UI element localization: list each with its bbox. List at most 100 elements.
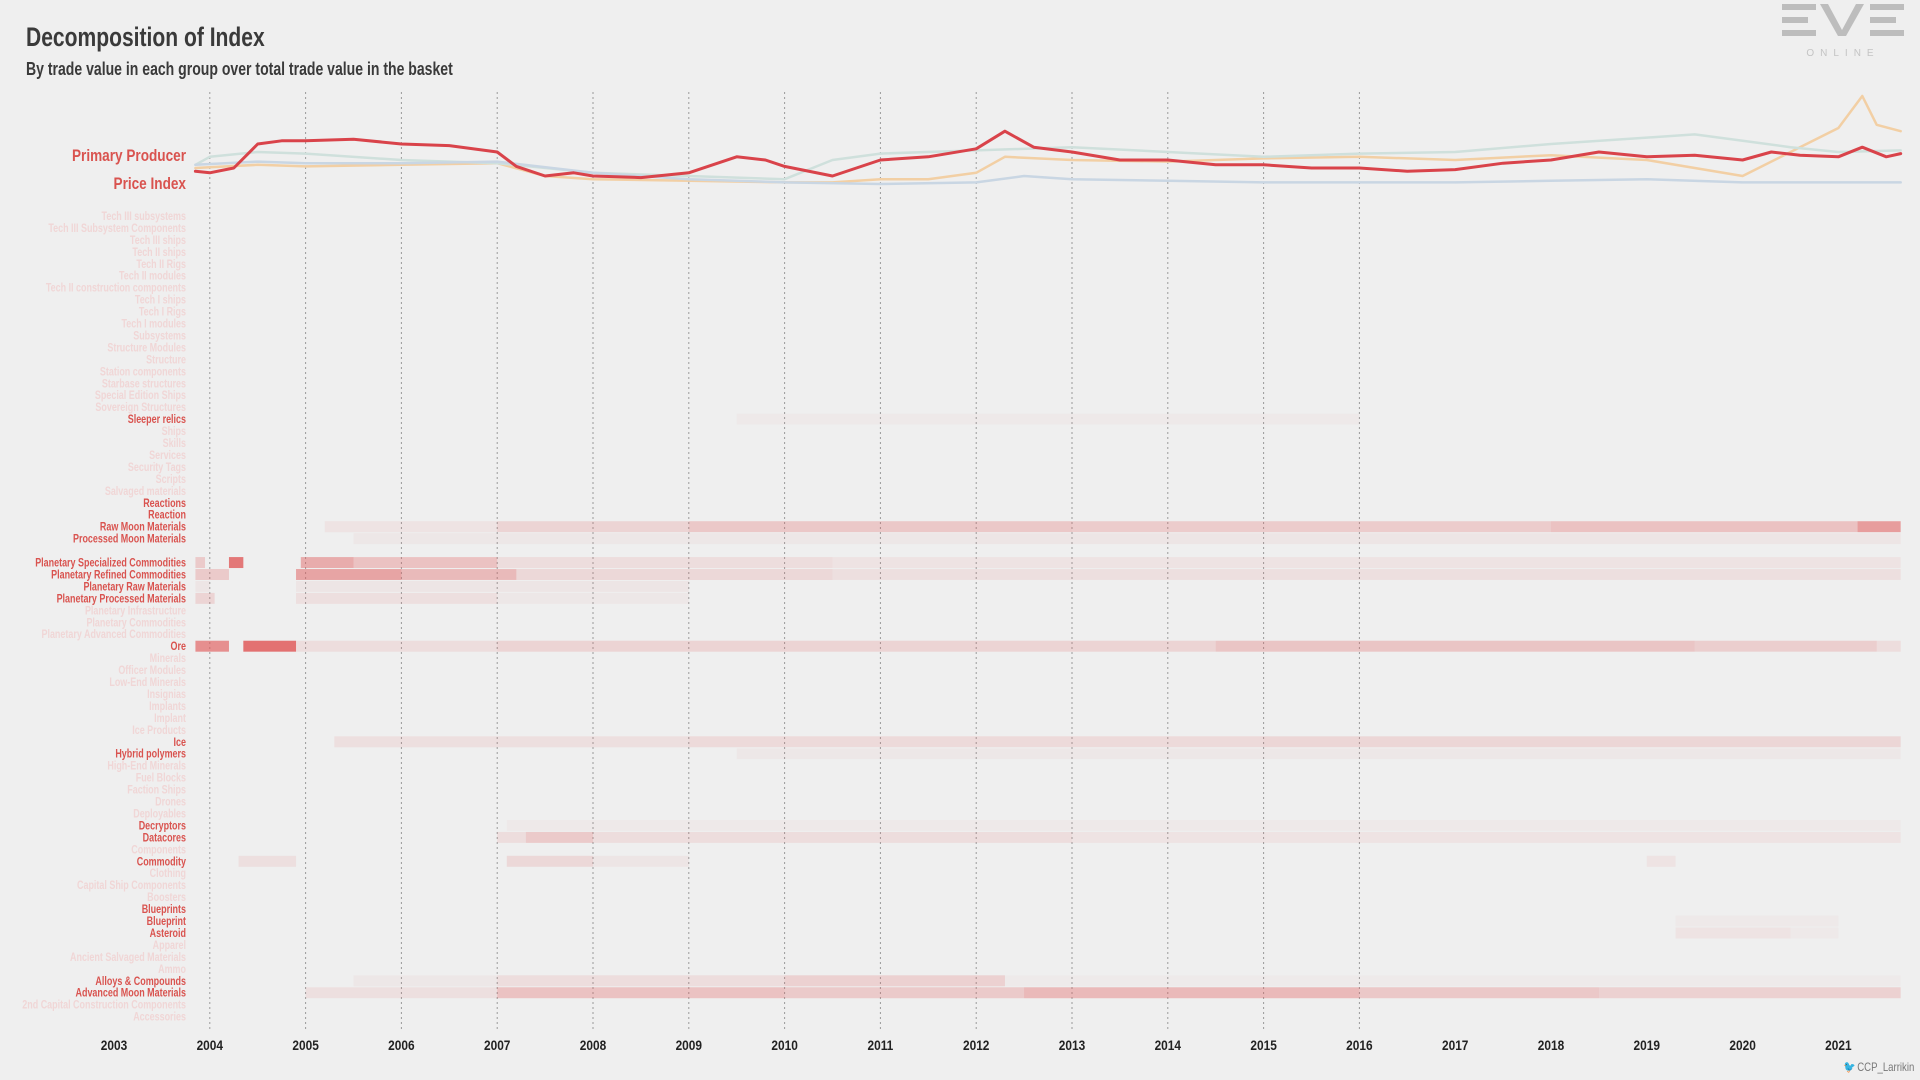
x-tick-label-2003: 2003 — [101, 1037, 127, 1053]
heat-cell-29-1 — [228, 557, 244, 569]
row-label-60: Asteroid — [150, 928, 186, 940]
row-label-15: Special Edition Ships — [95, 390, 186, 402]
x-tick-label-2018: 2018 — [1538, 1037, 1564, 1053]
x-tick-label-2011: 2011 — [867, 1037, 893, 1053]
heat-cell-29-0 — [195, 557, 206, 569]
heat-cell-30-4 — [832, 569, 1901, 580]
heat-cell-31-0 — [195, 580, 210, 592]
heat-cell-64-1 — [497, 975, 785, 987]
heat-cell-59-0 — [1675, 915, 1839, 927]
x-tick-label-2013: 2013 — [1059, 1037, 1085, 1053]
row-label-9: Tech I modules — [121, 319, 186, 331]
row-label-57: Boosters — [147, 892, 186, 904]
heat-cell-36-1 — [243, 640, 297, 652]
row-label-1: Tech III Subsystem Components — [48, 223, 186, 235]
heat-cell-26-3 — [1072, 521, 1551, 533]
heat-cell-44-2 — [1263, 736, 1901, 748]
heat-cell-26-1 — [497, 521, 689, 533]
row-label-31: Planetary Raw Materials — [83, 582, 186, 594]
row-label-27: Processed Moon Materials — [73, 534, 186, 546]
row-label-37: Minerals — [150, 653, 187, 665]
heat-cell-29-2 — [300, 557, 354, 569]
row-label-62: Ancient Salvaged Materials — [70, 952, 186, 964]
x-tick-label-2019: 2019 — [1634, 1037, 1660, 1053]
heat-cell-29-3 — [353, 557, 498, 569]
heat-cell-51-0 — [506, 819, 1901, 831]
row-label-12: Structure — [146, 354, 186, 366]
series-line-3 — [194, 160, 1902, 186]
row-label-45: Hybrid polymers — [115, 749, 186, 761]
heat-cell-26-2 — [688, 521, 1072, 533]
row-label-3: Tech II ships — [132, 247, 186, 259]
x-tick-label-2006: 2006 — [388, 1037, 414, 1053]
row-label-32: Planetary Processed Materials — [57, 593, 187, 605]
row-label-36: Ore — [171, 641, 187, 653]
x-tick-label-2004: 2004 — [197, 1037, 224, 1053]
heat-cell-54-2 — [593, 855, 689, 867]
row-label-42: Implant — [154, 713, 186, 725]
heat-cell-65-1 — [497, 987, 785, 999]
row-label-22: Scripts — [156, 474, 187, 486]
heat-cell-65-5 — [1598, 987, 1901, 999]
heat-cell-36-4 — [1215, 640, 1695, 652]
index-label-1: Price Index — [114, 175, 187, 194]
x-tick-label-2009: 2009 — [676, 1037, 702, 1053]
row-label-59: Blueprint — [147, 916, 187, 928]
heat-cell-36-3 — [497, 640, 1216, 652]
row-label-53: Components — [131, 844, 186, 856]
heat-cell-30-2 — [401, 569, 517, 580]
row-label-40: Insignias — [147, 689, 186, 701]
heat-cell-60-0 — [1675, 927, 1791, 939]
heat-cell-54-3 — [1646, 855, 1676, 867]
heat-cell-65-0 — [305, 987, 498, 999]
logo-tagline: ONLINE — [1806, 48, 1879, 59]
heat-cell-17-0 — [736, 413, 1360, 425]
row-label-5: Tech II modules — [119, 271, 186, 283]
heat-cell-36-0 — [195, 640, 229, 652]
credit: 🐦 CCP_Larrikin — [1843, 1060, 1914, 1074]
x-tick-label-2007: 2007 — [484, 1037, 510, 1053]
heat-cell-29-4 — [497, 557, 833, 569]
row-label-38: Officer Modules — [118, 665, 186, 677]
heat-cell-30-1 — [296, 569, 402, 580]
heat-cell-36-6 — [1876, 640, 1901, 652]
heat-cell-30-3 — [516, 569, 833, 580]
heat-cell-60-1 — [1790, 927, 1839, 939]
row-label-49: Drones — [155, 797, 186, 809]
heat-cell-27-0 — [353, 533, 977, 545]
row-label-55: Clothing — [150, 868, 186, 880]
row-label-34: Planetary Commodities — [86, 617, 186, 629]
x-tick-label-2017: 2017 — [1442, 1037, 1468, 1053]
row-label-65: Advanced Moon Materials — [76, 988, 187, 1000]
row-label-13: Station components — [100, 366, 186, 378]
x-tick-label-2015: 2015 — [1250, 1037, 1276, 1053]
heat-cell-52-3 — [1072, 831, 1901, 843]
row-label-56: Capital Ship Components — [77, 880, 186, 892]
heat-cell-64-0 — [353, 975, 498, 987]
heat-cell-65-4 — [1359, 987, 1599, 999]
heat-cell-64-3 — [1005, 975, 1901, 986]
row-label-66: 2nd Capital Construction Components — [22, 1000, 186, 1012]
heat-cell-44-1 — [688, 736, 1264, 748]
heat-cell-29-5 — [832, 557, 1901, 569]
series-line-primary-producer — [193, 129, 1903, 180]
row-label-10: Subsystems — [133, 331, 186, 343]
row-label-50: Deployables — [133, 809, 186, 821]
heat-cell-31-1 — [296, 580, 689, 592]
row-label-20: Services — [149, 450, 186, 462]
heat-cell-52-2 — [593, 831, 1072, 843]
heat-cell-52-1 — [525, 831, 593, 843]
heat-cell-54-1 — [506, 855, 593, 867]
row-label-29: Planetary Specialized Commodities — [35, 558, 186, 570]
heat-cell-26-0 — [324, 521, 498, 533]
row-label-67: Accessories — [133, 1012, 186, 1024]
heat-cell-36-5 — [1694, 640, 1877, 652]
index-label-0: Primary Producer — [72, 147, 186, 166]
row-label-2: Tech III ships — [130, 235, 186, 247]
row-label-11: Structure Modules — [107, 343, 186, 355]
row-label-17: Sleeper relics — [128, 414, 186, 426]
heat-cell-54-0 — [238, 855, 297, 867]
row-label-7: Tech I ships — [135, 295, 186, 307]
row-label-64: Alloys & Compounds — [95, 976, 186, 988]
